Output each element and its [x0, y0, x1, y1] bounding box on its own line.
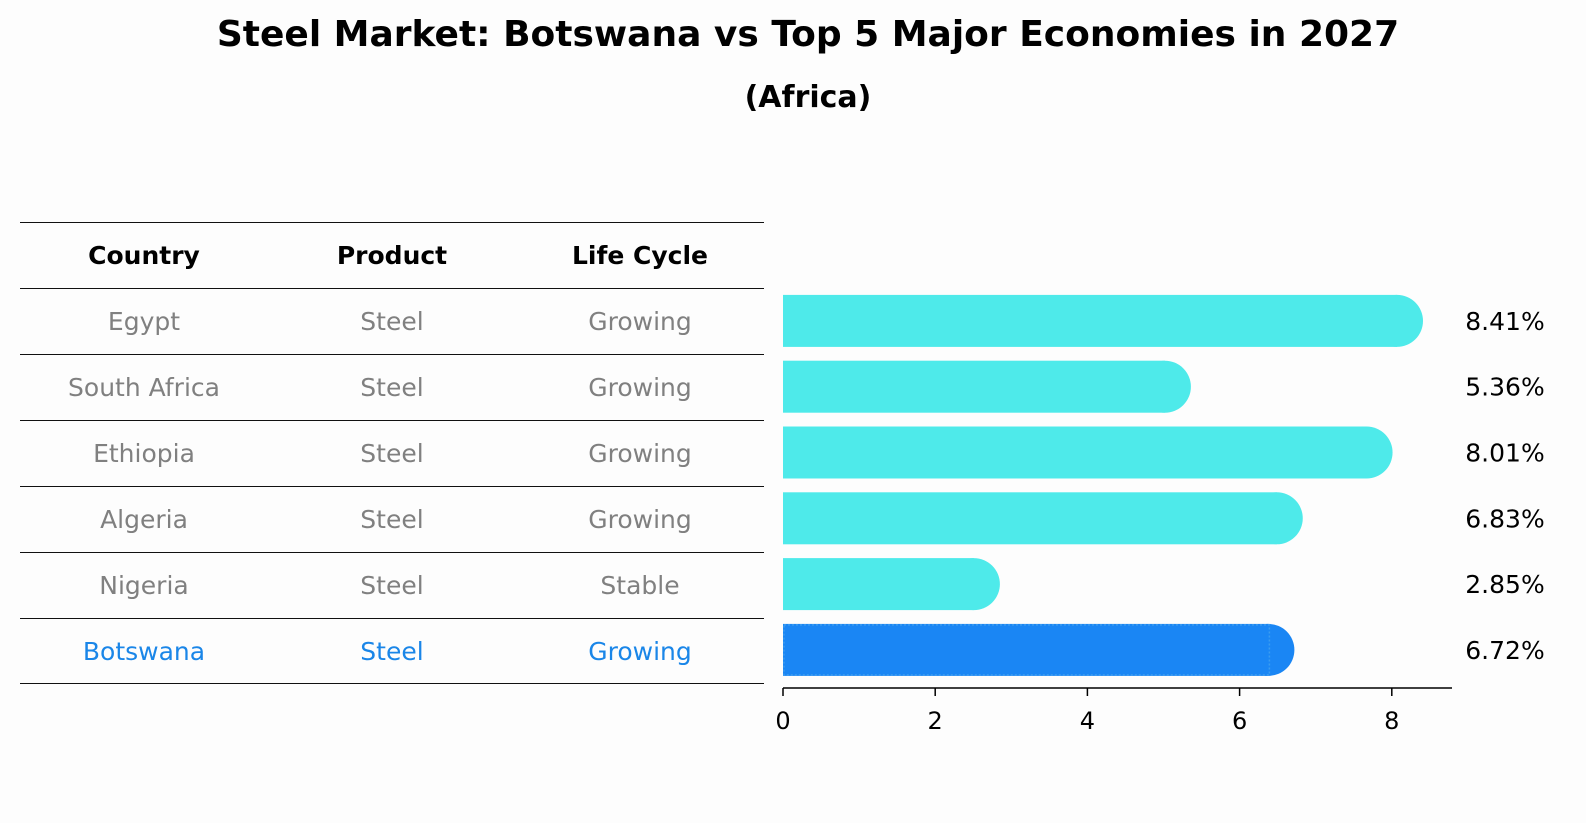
value-label: 8.01%: [1465, 439, 1544, 468]
table-row: Algeria Steel Growing: [20, 486, 764, 552]
cell-country: Botswana: [82, 636, 206, 666]
bar-cap: [1340, 426, 1393, 479]
table-row: South Africa Steel Growing: [20, 354, 764, 420]
bar-cap: [947, 558, 1000, 611]
cell-country: Algeria: [100, 505, 188, 534]
bar-highlight-outline: [783, 624, 1271, 676]
value-label: 6.72%: [1465, 636, 1544, 665]
table-row: Ethiopia Steel Growing: [20, 420, 764, 486]
cell-life-cycle: Stable: [600, 571, 680, 600]
cell-country: South Africa: [68, 373, 220, 402]
value-label: 2.85%: [1465, 570, 1544, 599]
table-row: Nigeria Steel Stable: [20, 552, 764, 618]
header-product: Product: [336, 241, 448, 270]
cell-product: Steel: [360, 571, 424, 600]
bar-algeria: [783, 492, 1277, 545]
bar-nigeria: [783, 558, 974, 611]
cell-product: Steel: [360, 307, 424, 336]
table-row-highlight: Botswana Steel Growing: [20, 618, 764, 684]
cell-life-cycle: Growing: [588, 505, 692, 534]
bar-cap: [1371, 294, 1424, 347]
bar-cap: [1242, 623, 1295, 676]
header-country: Country: [88, 241, 200, 270]
x-tick-label: 8: [1384, 707, 1399, 735]
cell-life-cycle: Growing: [588, 636, 692, 666]
value-label: 8.41%: [1465, 307, 1544, 336]
table-row: Egypt Steel Growing: [20, 288, 764, 354]
cell-life-cycle: Growing: [588, 373, 692, 402]
cell-country: Nigeria: [99, 571, 189, 600]
x-tick-label: 4: [1080, 707, 1095, 735]
bar-egypt: [783, 294, 1398, 347]
data-table: Country Product Life Cycle Egypt Steel G…: [20, 222, 764, 684]
bar-ethiopia: [783, 426, 1367, 479]
chart-subtitle: (Africa): [744, 80, 872, 115]
x-tick-label: 0: [775, 707, 790, 735]
cell-life-cycle: Growing: [588, 439, 692, 468]
cell-product: Steel: [360, 373, 424, 402]
cell-life-cycle: Growing: [588, 307, 692, 336]
value-label: 5.36%: [1465, 373, 1544, 402]
x-tick-label: 2: [928, 707, 943, 735]
cell-country: Egypt: [107, 307, 181, 336]
cell-country: Ethiopia: [93, 439, 195, 468]
cell-product: Steel: [360, 439, 424, 468]
chart-title: Steel Market: Botswana vs Top 5 Major Ec…: [216, 14, 1400, 55]
table-header-row: Country Product Life Cycle: [20, 222, 764, 288]
header-life-cycle: Life Cycle: [571, 241, 709, 270]
bar-cap: [1250, 492, 1303, 545]
bar-south-africa: [783, 360, 1165, 413]
bar-botswana: [783, 623, 1269, 676]
bar-cap: [1138, 360, 1191, 413]
value-label: 6.83%: [1465, 504, 1544, 533]
cell-product: Steel: [360, 636, 424, 666]
x-tick-label: 6: [1232, 707, 1247, 735]
cell-product: Steel: [360, 505, 424, 534]
